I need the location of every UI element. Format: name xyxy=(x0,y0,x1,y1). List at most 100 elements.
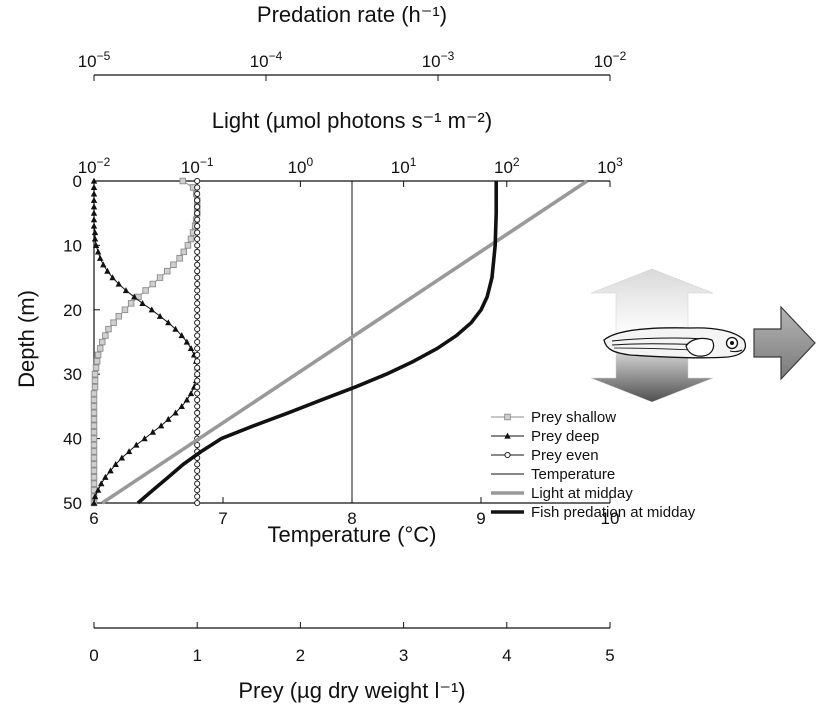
data-point-circle xyxy=(194,255,201,262)
data-point-triangle xyxy=(104,267,111,274)
data-point-square xyxy=(90,461,98,468)
data-point-circle xyxy=(194,319,201,326)
data-point-square xyxy=(90,428,98,436)
data-point-circle xyxy=(194,216,201,223)
data-point-circle xyxy=(194,190,201,197)
data-point-square xyxy=(96,345,104,352)
data-point-square xyxy=(176,255,183,262)
data-point-square xyxy=(164,267,171,275)
data-point-triangle xyxy=(90,209,98,216)
data-point-square xyxy=(90,480,98,487)
temperature-axis-title: Temperature (°C) xyxy=(268,522,437,547)
data-point-triangle xyxy=(90,499,98,506)
temperature-tick-label: 9 xyxy=(476,509,485,528)
data-point-square xyxy=(90,448,98,455)
data-point-triangle xyxy=(112,460,119,467)
data-point-circle xyxy=(194,371,201,378)
prey-tick-label: 2 xyxy=(296,646,305,665)
data-point-triangle xyxy=(102,473,109,480)
data-point-triangle xyxy=(139,299,146,306)
data-point-triangle xyxy=(187,390,195,397)
data-point-circle xyxy=(194,480,201,487)
series-prey-deep xyxy=(90,177,201,506)
data-point-circle xyxy=(194,268,201,275)
data-point-triangle xyxy=(125,448,133,455)
depth-tick-label: 40 xyxy=(63,430,82,449)
legend-label-prey-deep: Prey deep xyxy=(531,428,599,445)
data-point-circle xyxy=(194,409,201,416)
depth-tick-label: 10 xyxy=(63,236,82,255)
data-point-square xyxy=(91,383,99,391)
data-point-square xyxy=(110,319,117,326)
data-point-triangle xyxy=(90,222,98,229)
data-point-circle xyxy=(194,332,201,339)
data-point-circle xyxy=(194,474,201,481)
data-point-triangle xyxy=(133,441,140,448)
data-point-circle xyxy=(194,242,201,249)
data-point-circle xyxy=(504,451,511,459)
series-line-prey-deep xyxy=(93,181,198,504)
right-arrow-icon xyxy=(753,305,816,381)
fish-illustration xyxy=(590,268,816,403)
data-point-triangle xyxy=(183,396,191,403)
data-point-square xyxy=(102,332,109,339)
data-point-circle xyxy=(194,235,201,243)
plot-series xyxy=(90,177,589,507)
data-point-triangle xyxy=(90,177,98,184)
data-point-square xyxy=(93,358,101,365)
data-point-triangle xyxy=(94,248,102,255)
data-point-square xyxy=(91,370,99,378)
predation-axis-title: Predation rate (h⁻¹) xyxy=(257,2,447,27)
temperature-tick-label: 8 xyxy=(347,509,356,528)
data-point-triangle xyxy=(178,403,185,409)
data-point-square xyxy=(187,235,195,243)
data-point-circle xyxy=(194,422,201,429)
data-point-circle xyxy=(194,441,201,449)
legend-label-prey-shallow: Prey shallow xyxy=(531,409,616,426)
series-line-prey-shallow xyxy=(93,180,198,503)
prey-axis-title: Prey (µg dry weight l⁻¹) xyxy=(238,678,465,703)
data-point-circle xyxy=(194,184,201,191)
data-point-circle xyxy=(194,223,201,230)
data-point-circle xyxy=(194,499,201,507)
data-point-square xyxy=(156,274,164,281)
light-tick-label: 101 xyxy=(391,155,417,177)
fish-larva-icon xyxy=(603,327,747,359)
data-point-triangle xyxy=(91,493,99,500)
data-point-circle xyxy=(194,203,201,210)
data-point-square xyxy=(91,377,99,384)
data-point-circle xyxy=(194,229,201,236)
data-point-circle xyxy=(194,197,201,204)
data-point-circle xyxy=(194,313,201,320)
data-point-triangle xyxy=(118,454,126,461)
data-point-square xyxy=(105,325,112,333)
data-point-triangle xyxy=(94,486,102,493)
data-point-triangle xyxy=(178,332,185,339)
data-point-circle xyxy=(194,274,201,281)
data-point-square xyxy=(184,242,192,249)
data-point-circle xyxy=(194,345,201,352)
depth-axis-title: Depth (m) xyxy=(14,290,39,388)
data-point-circle xyxy=(194,338,201,346)
data-point-circle xyxy=(194,248,201,255)
data-point-triangle xyxy=(98,480,105,487)
legend-label-prey-even: Prey even xyxy=(531,447,599,464)
data-point-triangle xyxy=(187,345,195,352)
data-point-square xyxy=(94,351,102,359)
data-point-circle xyxy=(194,210,201,217)
data-point-triangle xyxy=(90,196,98,203)
temperature-tick-label: 7 xyxy=(218,509,227,528)
data-point-square xyxy=(90,409,98,417)
data-point-circle xyxy=(194,377,201,384)
data-point-circle xyxy=(194,429,201,436)
data-point-circle xyxy=(194,384,201,391)
data-point-triangle xyxy=(157,422,165,429)
light-axis-title: Light (µmol photons s⁻¹ m⁻²) xyxy=(212,108,492,133)
data-point-triangle xyxy=(131,293,138,300)
depth-tick-label: 30 xyxy=(63,365,82,384)
data-point-triangle xyxy=(109,274,116,281)
predation-tick-label: 10−5 xyxy=(78,49,111,71)
data-point-triangle xyxy=(172,325,179,332)
